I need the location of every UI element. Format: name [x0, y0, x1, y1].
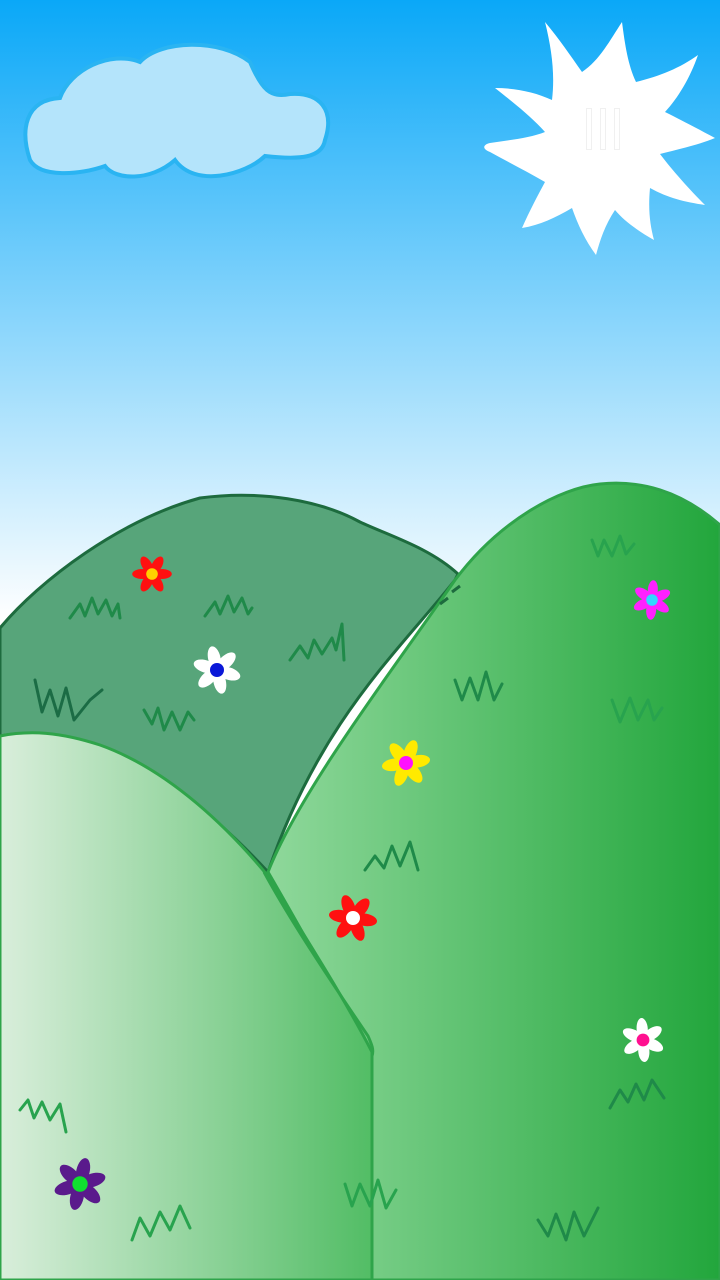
flower-center — [210, 663, 224, 677]
flower-center — [399, 756, 413, 770]
flower — [381, 740, 431, 786]
flower-center — [72, 1176, 88, 1192]
grass-tufts — [18, 534, 666, 1242]
hill-ridge-line — [262, 871, 375, 1057]
pause-icon-bar — [600, 108, 606, 150]
grass-tuft — [142, 706, 196, 732]
flower — [132, 556, 172, 592]
hill-edge-mark — [439, 584, 461, 606]
grass-tuft — [343, 1178, 398, 1210]
flower-center — [346, 911, 360, 925]
flower — [54, 1158, 106, 1210]
flower — [622, 1018, 664, 1062]
grass-tuft — [536, 1206, 600, 1242]
grass-tuft — [288, 622, 346, 662]
sun — [484, 22, 715, 255]
grass-tuft — [130, 1204, 192, 1242]
grass-tuft — [453, 670, 504, 702]
grass-tuft — [363, 840, 420, 872]
grass-tuft — [203, 594, 254, 618]
cloud — [23, 42, 331, 179]
grass-tuft — [608, 1078, 666, 1110]
pause-icon-bar — [614, 108, 620, 150]
grass-tuft — [33, 678, 104, 722]
flower-center — [146, 568, 158, 580]
grass-tuft — [610, 696, 664, 724]
flower — [329, 895, 377, 941]
pause-button[interactable] — [572, 96, 636, 166]
grass-tuft — [68, 596, 122, 620]
pause-icon — [586, 108, 592, 150]
flower-center — [646, 594, 658, 606]
flower-center — [636, 1033, 650, 1047]
flowers — [54, 556, 671, 1210]
grass-tuft — [590, 534, 636, 558]
flower — [193, 646, 241, 694]
grass-tuft — [18, 1098, 68, 1134]
flower — [633, 580, 671, 620]
